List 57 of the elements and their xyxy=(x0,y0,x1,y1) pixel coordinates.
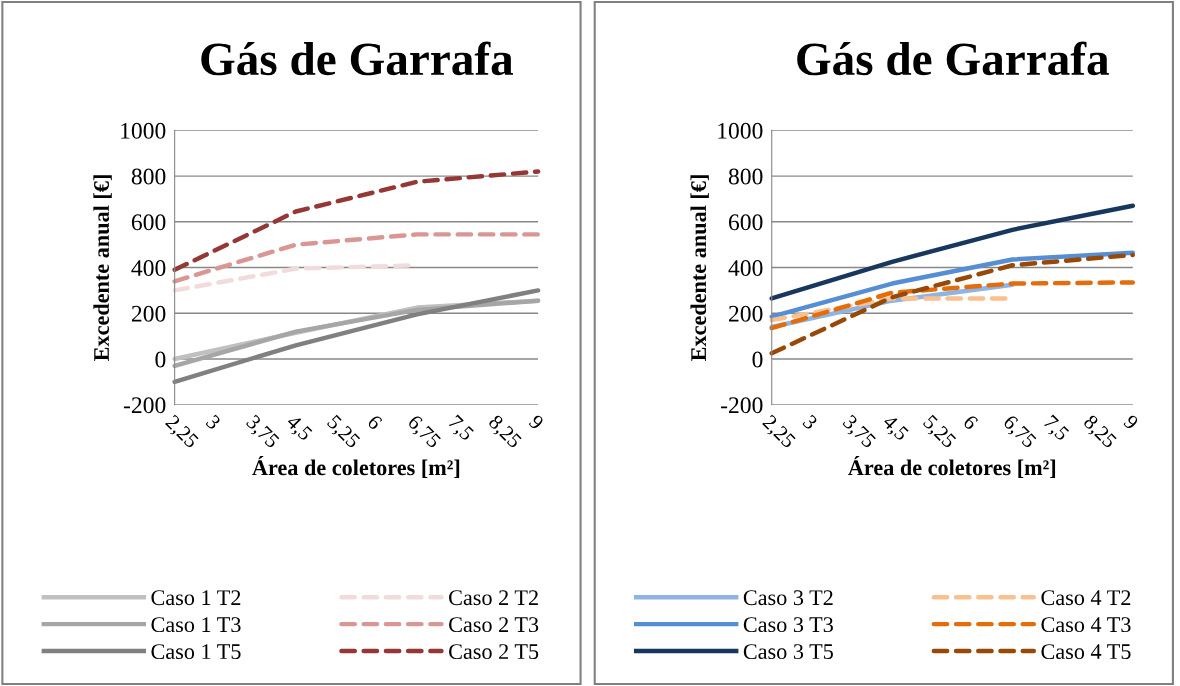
line-series xyxy=(769,252,1136,356)
legend-label: Caso 4 T5 xyxy=(1041,644,1131,660)
y-tick-label: 600 xyxy=(728,214,763,231)
y-tick-label: 200 xyxy=(729,305,763,322)
x-tick-label: 4,5 xyxy=(879,413,910,444)
y-tick-label: 0 xyxy=(752,351,763,368)
x-tick-label: 4,5 xyxy=(283,413,314,444)
y-axis-title: Excedente anual [€] xyxy=(690,175,709,361)
legend-label: Caso 2 T3 xyxy=(449,617,539,633)
y-tick-label: 200 xyxy=(131,305,166,322)
x-tick-label: 7,5 xyxy=(445,414,475,444)
legend-label: Caso 1 T3 xyxy=(151,617,241,633)
legend-label: Caso 4 T3 xyxy=(1041,617,1131,633)
x-tick-label: 3,75 xyxy=(840,414,877,451)
legend-label: Caso 1 T2 xyxy=(151,590,241,606)
line-series xyxy=(769,203,1136,301)
y-tick-label: 600 xyxy=(131,214,166,231)
x-tick-label: 5,25 xyxy=(324,414,361,451)
x-tick-label: 8,25 xyxy=(485,414,523,451)
legend-label: Caso 3 T3 xyxy=(743,617,833,633)
x-tick-label: 6,75 xyxy=(405,414,442,451)
x-tick-label: 3 xyxy=(802,414,819,431)
chart-title: Gás de Garrafa xyxy=(797,41,1109,76)
y-tick-label: 400 xyxy=(728,260,763,276)
x-tick-label: 6 xyxy=(366,414,384,431)
x-tick-label: 7,5 xyxy=(1041,414,1070,444)
x-tick-label: 6,75 xyxy=(1000,414,1038,451)
line-series xyxy=(769,280,1136,331)
y-tick-label: 400 xyxy=(131,260,166,276)
x-tick-label: 2,25 xyxy=(162,414,200,451)
x-tick-label: 3,75 xyxy=(243,414,281,451)
x-tick-label: 9 xyxy=(1122,414,1140,431)
x-tick-label: 3 xyxy=(205,414,222,431)
line-series xyxy=(769,250,1136,319)
y-tick-label: 0 xyxy=(155,351,166,368)
y-tick-label: 800 xyxy=(131,168,166,185)
legend-label: Caso 2 T5 xyxy=(449,644,539,660)
y-axis-title: Excedente anual [€] xyxy=(93,175,112,361)
chart-title: Gás de Garrafa xyxy=(201,41,514,76)
y-tick-label: 1000 xyxy=(121,122,166,139)
x-tick-label: 9 xyxy=(528,414,545,431)
y-tick-label: 1000 xyxy=(718,122,763,139)
legend-label: Caso 4 T2 xyxy=(1041,590,1131,606)
x-axis-title: Área de coletores [m²] xyxy=(252,456,460,478)
x-tick-label: 5,25 xyxy=(920,414,957,451)
legend-label: Caso 3 T2 xyxy=(743,590,833,606)
legend-label: Caso 3 T5 xyxy=(743,644,833,660)
x-axis-title: Área de coletores [m²] xyxy=(848,456,1056,478)
x-tick-label: 2,25 xyxy=(759,414,797,451)
legend-label: Caso 1 T5 xyxy=(151,644,241,660)
y-tick-label: -200 xyxy=(720,397,763,414)
x-tick-label: 8,25 xyxy=(1080,414,1118,451)
y-tick-label: -200 xyxy=(123,397,166,414)
y-tick-label: 800 xyxy=(728,168,763,185)
x-tick-label: 6 xyxy=(962,414,979,431)
legend-label: Caso 2 T2 xyxy=(449,590,538,606)
line-series xyxy=(172,169,541,273)
